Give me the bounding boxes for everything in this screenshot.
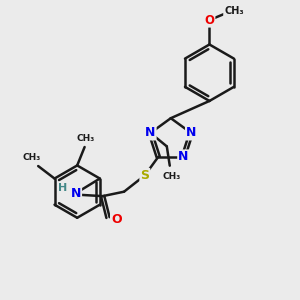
Text: N: N [145, 127, 156, 140]
Text: O: O [111, 212, 122, 226]
Text: CH₃: CH₃ [77, 134, 95, 143]
Text: H: H [58, 183, 68, 193]
Text: O: O [204, 14, 214, 27]
Text: N: N [186, 127, 196, 140]
Text: N: N [71, 187, 81, 200]
Text: N: N [178, 150, 189, 164]
Text: CH₃: CH₃ [224, 6, 244, 16]
Text: CH₃: CH₃ [162, 172, 180, 181]
Text: CH₃: CH₃ [22, 153, 41, 162]
Text: S: S [140, 169, 149, 182]
